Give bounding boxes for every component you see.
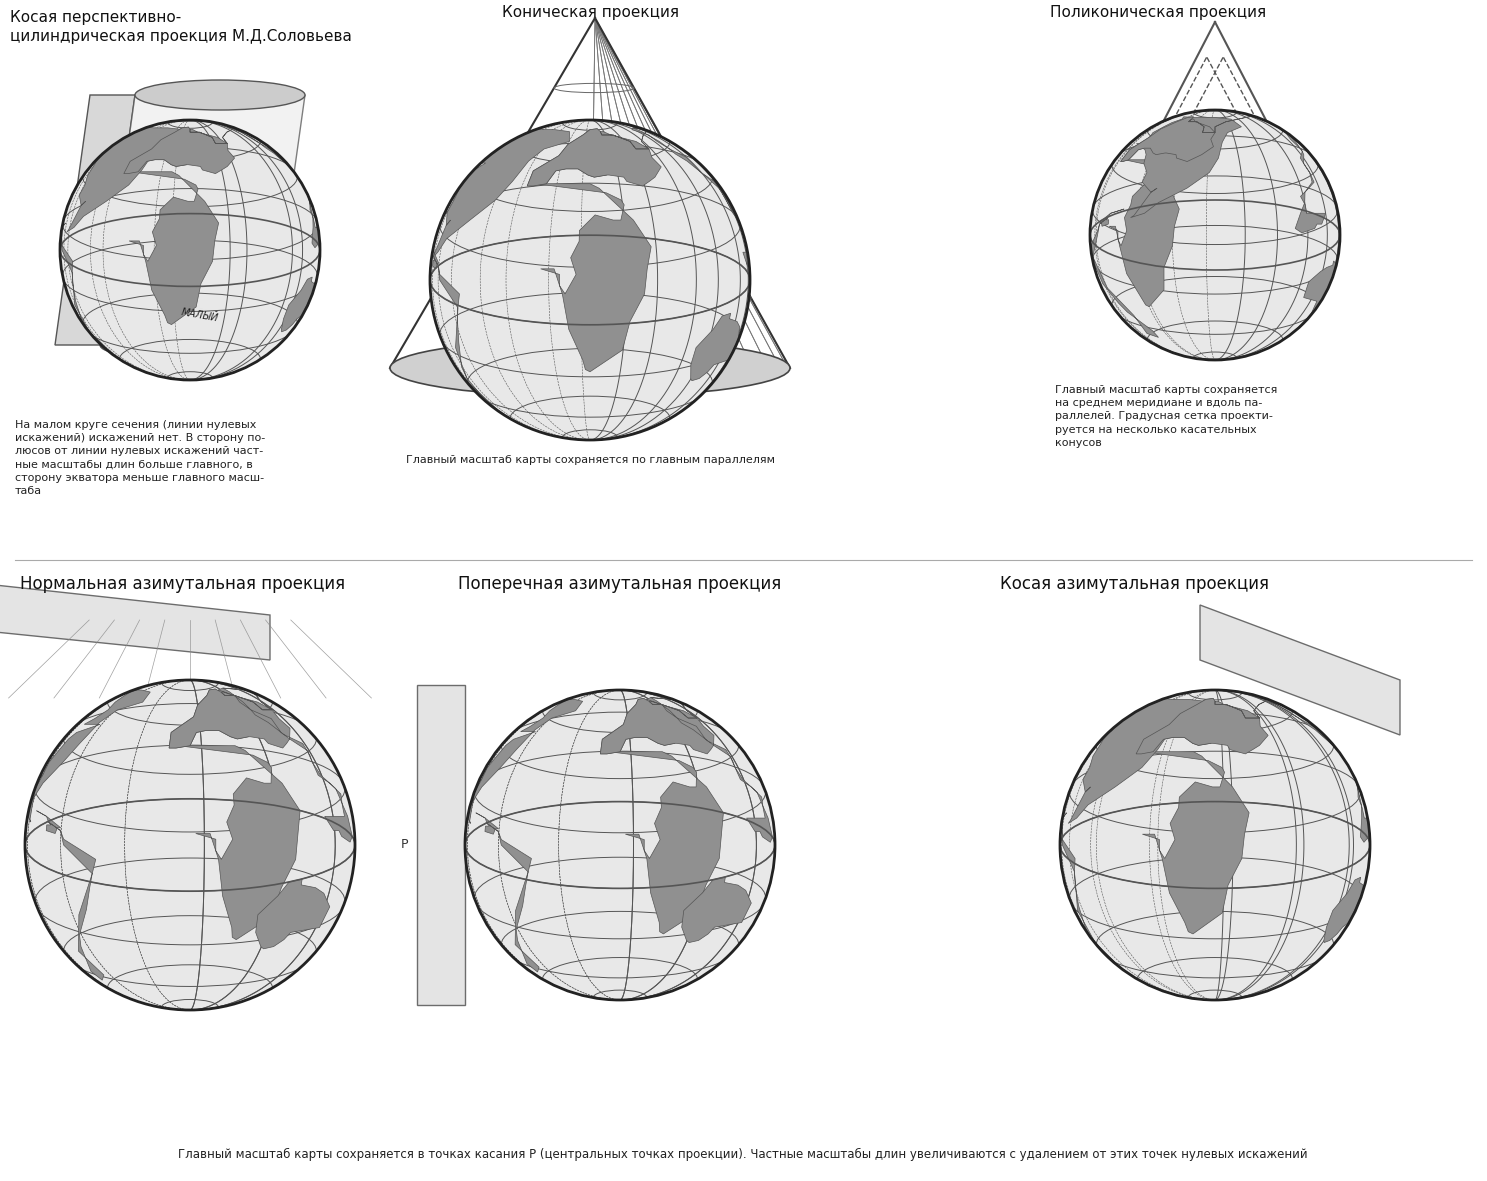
Circle shape [1060,690,1370,1000]
Ellipse shape [100,329,271,360]
Polygon shape [535,184,651,372]
Polygon shape [601,698,675,753]
Polygon shape [61,223,116,357]
Polygon shape [1136,698,1213,753]
Text: Главный масштаб карты сохраняется по главным параллелям: Главный масштаб карты сохраняется по гла… [406,455,775,465]
Polygon shape [433,129,570,257]
Text: P: P [401,839,409,852]
Polygon shape [37,810,104,980]
Circle shape [1090,110,1340,360]
Polygon shape [0,585,271,660]
Text: Поликоническая проекция: Поликоническая проекция [1050,5,1265,20]
Polygon shape [476,813,540,972]
Polygon shape [528,129,608,185]
Text: На малом круге сечения (линии нулевых
искажений) искажений нет. В сторону по-
лю: На малом круге сечения (линии нулевых ис… [15,420,265,496]
Polygon shape [690,313,739,380]
Text: Главный масштаб карты сохраняется
на среднем меридиане и вдоль па-
раллелей. Гра: Главный масштаб карты сохраняется на сре… [1054,385,1277,448]
Text: Коническая проекция: Коническая проекция [501,5,678,20]
Polygon shape [256,880,330,948]
Polygon shape [1136,698,1370,842]
Polygon shape [1109,159,1179,307]
Polygon shape [67,128,184,231]
Text: Поперечная азимутальная проекция: Поперечная азимутальная проекция [458,575,782,593]
Polygon shape [468,698,583,823]
Polygon shape [129,171,219,325]
Polygon shape [681,877,751,942]
Text: Нормальная азимутальная проекция: Нормальная азимутальная проекция [19,575,345,593]
Polygon shape [1130,117,1242,217]
Ellipse shape [135,80,305,110]
Polygon shape [281,278,314,332]
Polygon shape [28,689,150,822]
Polygon shape [100,94,305,345]
Polygon shape [1121,117,1194,162]
Polygon shape [55,94,135,345]
Polygon shape [1200,605,1399,735]
Text: МАЛЫЙ: МАЛЫЙ [180,307,220,324]
Polygon shape [1323,877,1364,942]
Polygon shape [123,128,189,174]
Text: Косая азимутальная проекция: Косая азимутальная проекция [999,575,1268,593]
Circle shape [465,690,775,1000]
Circle shape [59,120,320,380]
Polygon shape [123,126,320,248]
Polygon shape [170,689,352,842]
Polygon shape [1068,698,1209,823]
Polygon shape [178,745,300,940]
Polygon shape [528,128,749,278]
Polygon shape [1060,813,1127,972]
Polygon shape [610,752,723,934]
Polygon shape [1142,752,1249,934]
Text: Косая перспективно-
цилиндрическая проекция М.Д.Соловьева: Косая перспективно- цилиндрическая проек… [10,9,352,44]
Polygon shape [170,689,248,748]
Polygon shape [1304,261,1335,314]
Circle shape [25,680,355,1010]
Polygon shape [1091,209,1158,338]
Text: Главный масштаб карты сохраняется в точках касания P (центральных точках проекци: Главный масштаб карты сохраняется в точк… [178,1148,1307,1161]
Bar [416,685,465,1005]
Polygon shape [433,247,498,411]
Polygon shape [601,698,772,842]
Polygon shape [1121,116,1325,233]
Circle shape [430,120,749,441]
Ellipse shape [390,339,790,397]
